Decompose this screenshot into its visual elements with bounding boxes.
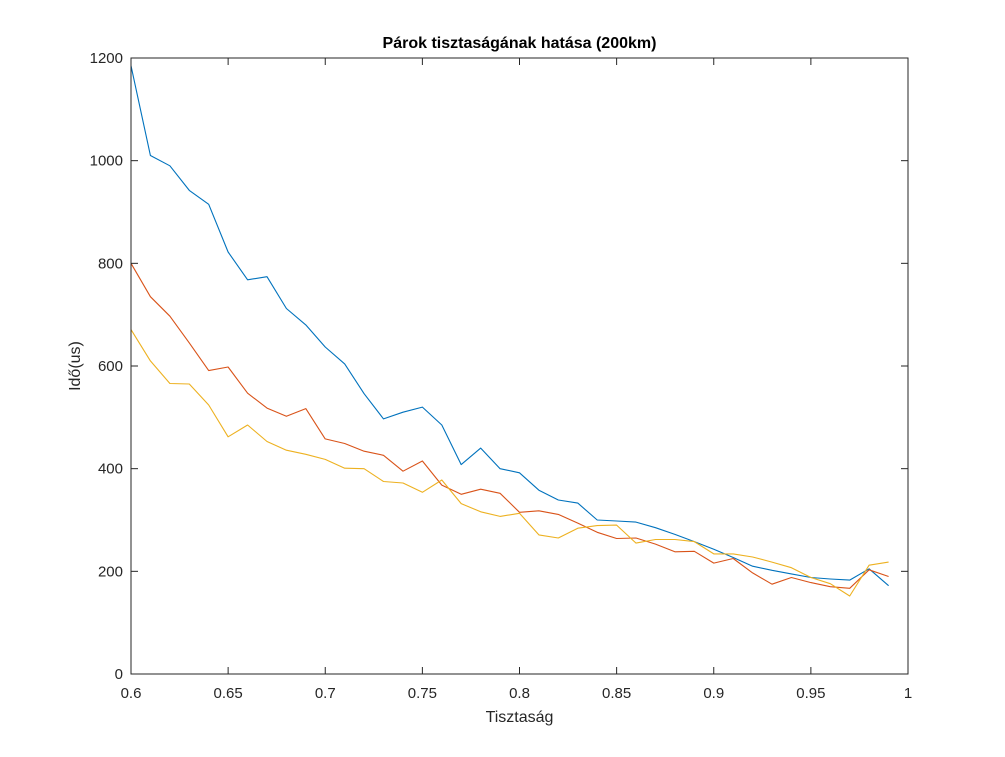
y-tick-label: 0 [115,666,123,683]
chart-title: Párok tisztaságának hatása (200km) [383,35,657,52]
y-tick-label: 800 [98,255,123,272]
x-tick-label: 0.65 [214,685,243,702]
y-axis-label: Idő(us) [67,341,84,391]
y-tick-label: 600 [98,358,123,375]
series-layer [130,65,889,597]
series-line-1 [130,65,889,587]
x-tick-label: 0.75 [408,685,437,702]
x-tick-label: 0.8 [509,685,530,702]
x-tick-label: 0.85 [602,685,631,702]
ticks-layer: 0.6 0.65 0.7 0.75 0.8 0.85 0.9 0.95 1 0 200 400 600 8… [90,50,913,702]
y-tick-label: 1000 [90,153,123,170]
x-tick-label: 0.7 [315,685,336,702]
x-tick-label: 0.95 [796,685,825,702]
y-tick-label: 1200 [90,50,123,67]
x-tick-label: 0.6 [121,685,142,702]
x-tick-label: 1 [904,685,912,702]
series-line-3 [130,329,889,597]
x-axis-label: Tisztaság [486,709,554,726]
x-tick-label: 0.9 [703,685,724,702]
y-tick-label: 400 [98,461,123,478]
series-line-2 [130,263,889,589]
y-tick-label: 200 [98,563,123,580]
